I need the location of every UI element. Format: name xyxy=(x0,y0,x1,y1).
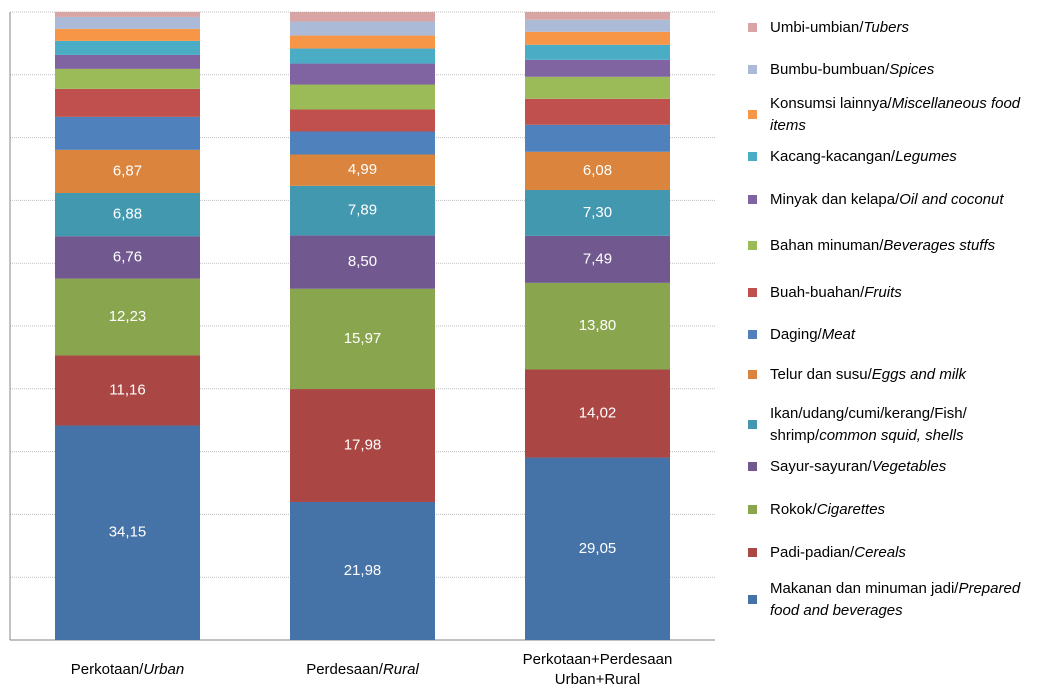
bar-segment xyxy=(55,425,200,640)
bar-segment xyxy=(290,501,435,640)
legend-label: Rokok/Cigarettes xyxy=(770,501,886,518)
bar-segment xyxy=(525,19,670,32)
legend-swatch xyxy=(748,110,757,119)
bar-segment xyxy=(290,35,435,49)
value-label: 8,50 xyxy=(348,253,377,270)
value-label: 7,89 xyxy=(348,202,377,219)
legend-label: Bumbu-bumbuan/Spices xyxy=(770,61,935,78)
bar-segment xyxy=(290,154,435,186)
legend-swatch xyxy=(748,462,757,471)
bar-segment xyxy=(55,11,200,17)
legend-label: Sayur-sayuran/Vegetables xyxy=(770,458,947,475)
bar-segment xyxy=(55,278,200,356)
bar-segment xyxy=(290,109,435,132)
bar-segment xyxy=(525,12,670,20)
bar-segment xyxy=(55,16,200,29)
bar-segment xyxy=(525,98,670,125)
x-tick-label: Perkotaan/Urban xyxy=(71,661,184,678)
legend-label: Bahan minuman/Beverages stuffs xyxy=(770,237,996,254)
legend-swatch xyxy=(748,548,757,557)
bar-segment xyxy=(290,235,435,289)
bar-segment xyxy=(525,124,670,152)
legend-label: Makanan dan minuman jadi/Prepared food an… xyxy=(770,580,1021,619)
bar-segment xyxy=(525,76,670,99)
value-label: 15,97 xyxy=(344,330,382,347)
legend-label: Kacang-kacangan/Legumes xyxy=(770,148,957,165)
legend-swatch xyxy=(748,152,757,161)
value-label: 14,02 xyxy=(579,405,617,422)
bar-segment xyxy=(290,63,435,85)
value-label: 6,08 xyxy=(583,162,612,179)
bar-segment xyxy=(55,54,200,69)
bar-segment xyxy=(290,12,435,22)
value-label: 12,23 xyxy=(109,308,147,325)
bar-segment xyxy=(290,84,435,110)
value-label: 13,80 xyxy=(579,317,617,334)
bar-segment xyxy=(290,288,435,390)
legend-label: Buah-buahan/Fruits xyxy=(770,284,902,301)
bar-segment xyxy=(55,355,200,426)
legend-swatch xyxy=(748,370,757,379)
bar-segment xyxy=(525,457,670,640)
legend-swatch xyxy=(748,505,757,514)
value-label: 4,99 xyxy=(348,161,377,178)
value-label: 17,98 xyxy=(344,436,382,453)
legend-swatch xyxy=(748,195,757,204)
legend-swatch xyxy=(748,23,757,32)
bar-segment xyxy=(525,151,670,190)
bar-segment xyxy=(55,149,200,193)
value-label: 29,05 xyxy=(579,540,617,557)
bar-segment xyxy=(290,389,435,502)
bar-segment xyxy=(525,59,670,77)
legend-label: Ikan/udang/cumi/kerang/Fish/shrimp/commo… xyxy=(770,405,968,444)
bar-segment xyxy=(290,185,435,236)
bar-segment xyxy=(55,192,200,237)
bar-segment xyxy=(55,88,200,117)
legend-swatch xyxy=(748,595,757,604)
bar-segment xyxy=(525,44,670,60)
bar-segment xyxy=(55,28,200,41)
legend-swatch xyxy=(748,330,757,339)
value-label: 6,76 xyxy=(113,248,142,265)
value-label: 6,87 xyxy=(113,162,142,179)
legend-label: Telur dan susu/Eggs and milk xyxy=(770,366,967,383)
legend-swatch xyxy=(748,241,757,250)
bar-segment xyxy=(525,369,670,458)
legend-label: Umbi-umbian/Tubers xyxy=(770,19,909,36)
legend-label: Daging/Meat xyxy=(770,326,856,343)
bar-segment xyxy=(525,189,670,236)
bar-segment xyxy=(55,68,200,89)
bar-segment xyxy=(290,131,435,155)
legend-swatch xyxy=(748,288,757,297)
legend-swatch xyxy=(748,65,757,74)
legend-label: Minyak dan kelapa/Oil and coconut xyxy=(770,191,1004,208)
bar-segment xyxy=(55,40,200,55)
bar-segment xyxy=(55,116,200,150)
value-label: 7,49 xyxy=(583,250,612,267)
bar-segment xyxy=(290,21,435,36)
bar-segment xyxy=(525,31,670,45)
value-label: 11,16 xyxy=(109,381,145,398)
x-tick-label: Perkotaan+Perdesaan Urban+Rural xyxy=(523,651,673,688)
value-label: 34,15 xyxy=(109,524,147,541)
bar-segment xyxy=(290,48,435,64)
legend-label: Padi-padian/Cereals xyxy=(770,544,906,561)
value-label: 21,98 xyxy=(344,562,382,579)
value-label: 7,30 xyxy=(583,204,612,221)
legend-label: Konsumsi lainnya/Miscellaneous food items xyxy=(770,95,1021,134)
bar-segment xyxy=(525,235,670,283)
bar-segment xyxy=(55,236,200,279)
bar-segment xyxy=(525,282,670,370)
legend-swatch xyxy=(748,420,757,429)
value-label: 6,88 xyxy=(113,206,142,223)
x-tick-label: Perdesaan/Rural xyxy=(306,661,419,678)
